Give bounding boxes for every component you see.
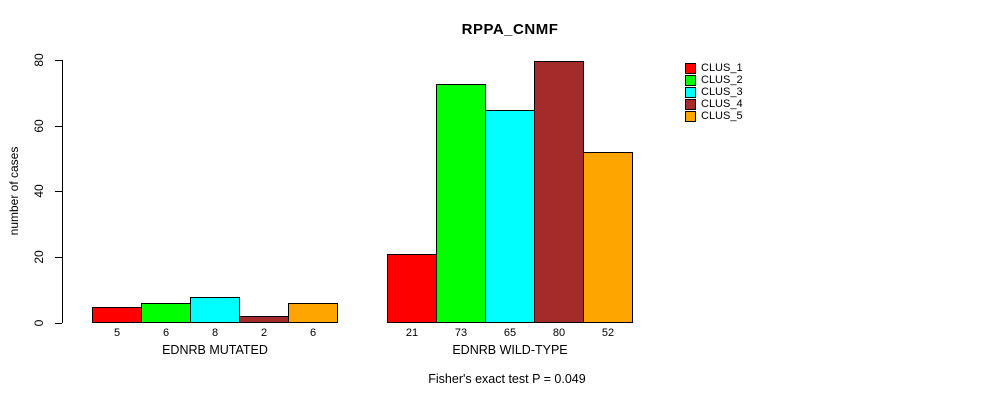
y-tick-mark [55,257,62,258]
y-tick-mark [55,191,62,192]
legend-item: CLUS_2 [685,74,743,86]
chart-title: RPPA_CNMF [461,21,559,38]
x-category-label: EDNRB WILD-TYPE [452,343,568,357]
legend-swatch-clus_3 [685,86,696,98]
bar-clus_3 [190,297,240,323]
x-category-label: EDNRB MUTATED [162,343,268,357]
y-tick-label: 80 [32,53,46,67]
bar-value-label: 80 [552,327,566,339]
legend-label: CLUS_4 [701,98,743,110]
bar-clus_4 [239,316,289,323]
legend-item: CLUS_4 [685,98,743,110]
bar-clus_5 [583,152,633,323]
bar-value-label: 6 [309,327,317,339]
bar-clus_2 [141,303,191,323]
y-tick-label: 0 [32,319,46,326]
bar-value-label: 73 [454,327,468,339]
bar-value-label: 65 [503,327,517,339]
bar-value-label: 2 [260,327,268,339]
y-tick-mark [55,323,62,324]
legend: CLUS_1 CLUS_2 CLUS_3 CLUS_4 CLUS_5 [685,62,743,122]
annotation-text: Fisher's exact test P = 0.049 [428,372,586,386]
bar-value-label: 5 [113,327,121,339]
legend-swatch-clus_4 [685,98,696,110]
bar-value-label: 21 [405,327,419,339]
y-tick-label: 40 [32,184,46,198]
legend-label: CLUS_3 [701,86,743,98]
y-tick-label: 60 [32,119,46,133]
y-axis-line [62,60,63,323]
bar-clus_2 [436,84,486,323]
legend-label: CLUS_1 [701,62,743,74]
bar-clus_4 [534,61,584,323]
y-axis-label: number of cases [7,146,21,236]
bar-clus_3 [485,110,535,323]
bar-value-label: 6 [162,327,170,339]
legend-swatch-clus_5 [685,110,696,122]
legend-item: CLUS_1 [685,62,743,74]
bar-clus_1 [387,254,437,323]
bar-value-label: 52 [601,327,615,339]
bar-value-label: 8 [211,327,219,339]
legend-swatch-clus_1 [685,62,696,74]
legend-label: CLUS_5 [701,110,743,122]
y-tick-mark [55,60,62,61]
legend-item: CLUS_5 [685,110,743,122]
bar-clus_5 [288,303,338,323]
bar-clus_1 [92,307,142,323]
legend-label: CLUS_2 [701,74,743,86]
y-tick-mark [55,126,62,127]
y-tick-label: 20 [32,250,46,264]
legend-item: CLUS_3 [685,86,743,98]
legend-swatch-clus_2 [685,74,696,86]
